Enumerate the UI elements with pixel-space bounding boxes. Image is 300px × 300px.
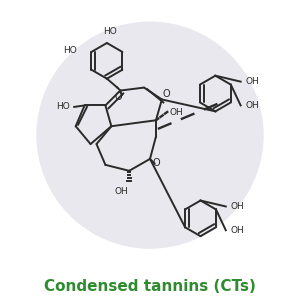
Text: OH: OH [115, 187, 129, 196]
Circle shape [37, 22, 263, 248]
Text: OH: OH [245, 101, 259, 110]
Text: HO: HO [63, 46, 77, 55]
Text: OH: OH [230, 202, 244, 211]
Text: O: O [115, 92, 123, 102]
Text: OH: OH [230, 226, 244, 235]
Text: O: O [152, 158, 160, 168]
Text: HO: HO [103, 27, 117, 36]
Text: O: O [163, 88, 170, 98]
Text: Condensed tannins (CTs): Condensed tannins (CTs) [44, 279, 256, 294]
Text: HO: HO [56, 102, 70, 111]
Text: OH: OH [169, 108, 183, 117]
Text: OH: OH [245, 77, 259, 86]
